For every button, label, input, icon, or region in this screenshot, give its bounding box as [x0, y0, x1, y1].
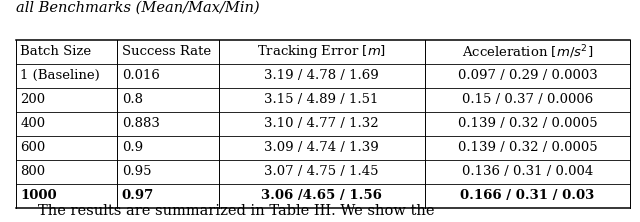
Text: 0.883: 0.883: [122, 117, 160, 130]
Text: 3.06 /4.65 / 1.56: 3.06 /4.65 / 1.56: [261, 189, 382, 202]
Text: 0.9: 0.9: [122, 141, 143, 154]
Text: 400: 400: [20, 117, 45, 130]
Text: 3.07 / 4.75 / 1.45: 3.07 / 4.75 / 1.45: [264, 165, 379, 178]
Text: 0.8: 0.8: [122, 93, 143, 106]
Text: 600: 600: [20, 141, 45, 154]
Text: 800: 800: [20, 165, 45, 178]
Text: 3.09 / 4.74 / 1.39: 3.09 / 4.74 / 1.39: [264, 141, 379, 154]
Text: Batch Size: Batch Size: [20, 46, 92, 58]
Text: Success Rate: Success Rate: [122, 46, 211, 58]
Text: 0.95: 0.95: [122, 165, 151, 178]
Text: 3.19 / 4.78 / 1.69: 3.19 / 4.78 / 1.69: [264, 69, 379, 82]
Text: 0.016: 0.016: [122, 69, 160, 82]
Text: 1000: 1000: [20, 189, 57, 202]
Text: Tracking Error $[m]$: Tracking Error $[m]$: [257, 44, 386, 60]
Text: 0.139 / 0.32 / 0.0005: 0.139 / 0.32 / 0.0005: [458, 117, 597, 130]
Text: 0.97: 0.97: [122, 189, 154, 202]
Text: 3.15 / 4.89 / 1.51: 3.15 / 4.89 / 1.51: [264, 93, 379, 106]
Text: 3.10 / 4.77 / 1.32: 3.10 / 4.77 / 1.32: [264, 117, 379, 130]
Text: 0.15 / 0.37 / 0.0006: 0.15 / 0.37 / 0.0006: [462, 93, 593, 106]
Text: 0.136 / 0.31 / 0.004: 0.136 / 0.31 / 0.004: [462, 165, 593, 178]
Text: 200: 200: [20, 93, 45, 106]
Text: all Benchmarks (Mean/Max/Min): all Benchmarks (Mean/Max/Min): [16, 1, 260, 15]
Text: 1 (Baseline): 1 (Baseline): [20, 69, 100, 82]
Text: Acceleration $[m/s^2]$: Acceleration $[m/s^2]$: [462, 43, 593, 61]
Text: 0.166 / 0.31 / 0.03: 0.166 / 0.31 / 0.03: [460, 189, 595, 202]
Text: The results are summarized in Table III. We show the: The results are summarized in Table III.…: [38, 204, 435, 218]
Text: 0.139 / 0.32 / 0.0005: 0.139 / 0.32 / 0.0005: [458, 141, 597, 154]
Text: 0.097 / 0.29 / 0.0003: 0.097 / 0.29 / 0.0003: [458, 69, 597, 82]
